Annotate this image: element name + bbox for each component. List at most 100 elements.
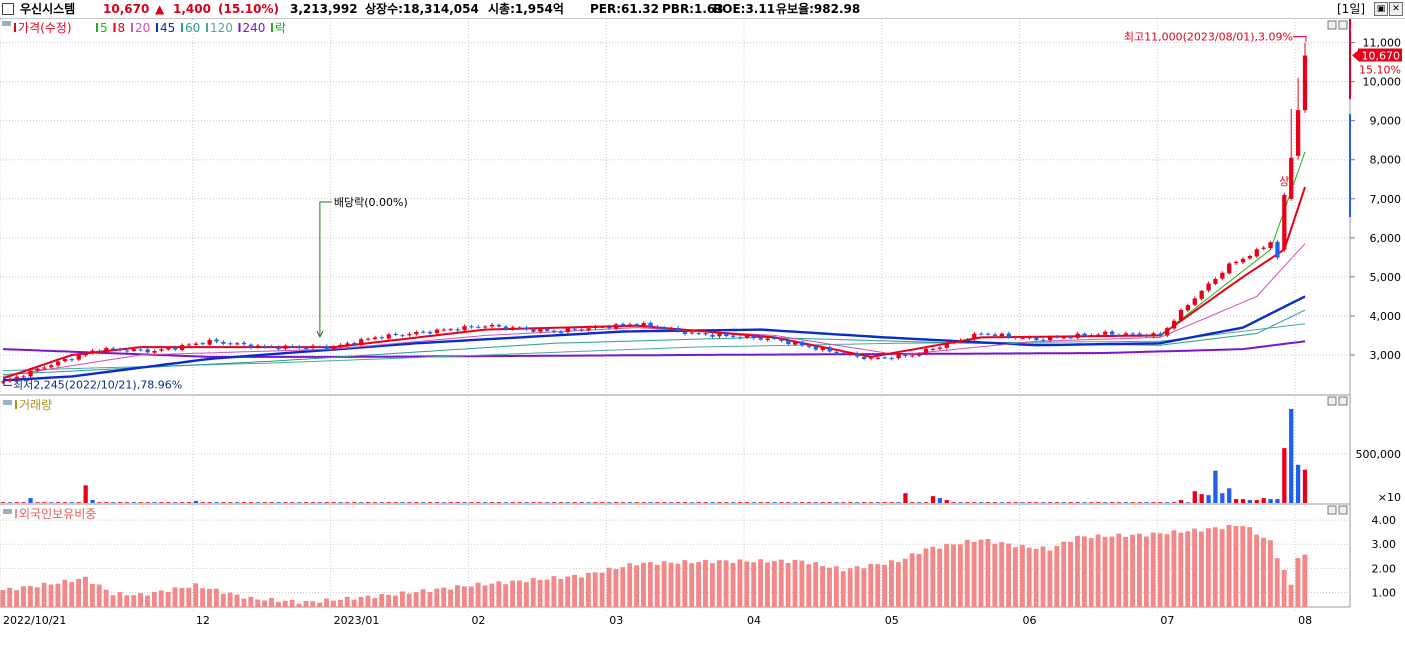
price-candle bbox=[76, 355, 81, 360]
volume-bar bbox=[613, 502, 619, 503]
stock-name[interactable]: 우신시스템 bbox=[20, 2, 76, 16]
moving-average-lines bbox=[2, 151, 1306, 382]
foreign-ownership-bar bbox=[641, 562, 646, 607]
foreign-ownership-bar bbox=[262, 600, 268, 607]
volume-bar bbox=[607, 502, 612, 503]
price-y-tick-label: 6,000 bbox=[1370, 232, 1402, 245]
volume-bar bbox=[565, 502, 571, 503]
foreign-ownership-bar bbox=[337, 599, 343, 607]
select-checkbox[interactable] bbox=[2, 3, 14, 15]
x-tick-label: 06 bbox=[1023, 614, 1037, 627]
price-candle bbox=[1254, 249, 1259, 257]
volume-bar bbox=[1165, 502, 1170, 503]
foreign-ownership-bar bbox=[1281, 569, 1287, 607]
foreign-ownership-bar bbox=[1219, 529, 1225, 607]
close-window-button[interactable]: ✕ bbox=[1389, 2, 1403, 16]
price-candle bbox=[1199, 290, 1204, 299]
foreign-ownership-bar bbox=[62, 579, 68, 607]
volume-bar bbox=[228, 502, 233, 503]
volume-bar bbox=[7, 502, 13, 503]
foreign-ownership-bar bbox=[220, 593, 226, 607]
price-candle bbox=[489, 324, 495, 327]
foreign-ownership-bar bbox=[48, 584, 54, 607]
current-price-label: 10,670 bbox=[1362, 50, 1401, 63]
foreign-ownership-bar bbox=[379, 594, 385, 607]
foreign-ownership-bar bbox=[833, 566, 839, 607]
volume-bar bbox=[979, 502, 984, 503]
price-candle bbox=[228, 343, 233, 345]
volume-legend: 거래량 bbox=[19, 398, 52, 412]
ma45-line bbox=[2, 295, 1306, 382]
price-candle bbox=[83, 353, 88, 356]
ma5-line bbox=[1159, 151, 1306, 336]
price-candle bbox=[820, 347, 825, 351]
price-y-tick-label: 4,000 bbox=[1370, 310, 1402, 323]
foreign-ownership-bar bbox=[1026, 547, 1032, 607]
volume-bar bbox=[937, 498, 943, 503]
legend-entry: 락 bbox=[275, 21, 286, 35]
volume-bar bbox=[1151, 502, 1156, 503]
volume-bar bbox=[896, 502, 901, 503]
panel-close-button bbox=[1338, 20, 1348, 30]
volume-bar bbox=[1289, 408, 1294, 503]
foreign-ownership-bar bbox=[847, 568, 853, 607]
price-candle bbox=[462, 326, 467, 331]
price-candle bbox=[90, 350, 95, 353]
price-candle bbox=[241, 342, 247, 345]
price-candle bbox=[786, 340, 791, 345]
period-selector[interactable]: [1일] bbox=[1337, 2, 1366, 16]
volume-bar bbox=[248, 502, 254, 503]
price-candle bbox=[965, 339, 970, 341]
volume-bar bbox=[496, 502, 502, 503]
foreign-ownership-bar bbox=[1006, 543, 1012, 607]
price-candle bbox=[558, 331, 564, 333]
foreign-ownership-bar bbox=[599, 572, 605, 607]
foreign-ownership-bar bbox=[172, 587, 178, 607]
price-candle bbox=[737, 337, 743, 339]
foreign-ownership-bar bbox=[413, 592, 419, 607]
foreign-ownership-bar bbox=[558, 578, 564, 607]
volume-bar bbox=[751, 502, 757, 503]
foreign-ownership-bar bbox=[89, 583, 95, 607]
price-candle bbox=[779, 338, 784, 341]
price-candle bbox=[1137, 333, 1142, 336]
volume-bar bbox=[124, 502, 130, 503]
foreign-ownership-bar bbox=[110, 595, 116, 607]
volume-bar bbox=[882, 502, 887, 503]
volume-bar bbox=[262, 502, 267, 503]
volume-bar bbox=[352, 502, 357, 503]
volume-bar bbox=[1171, 502, 1177, 503]
foreign-ownership-bar bbox=[1192, 528, 1198, 607]
ma20-line bbox=[2, 243, 1306, 377]
price-candle bbox=[214, 339, 219, 342]
stock-chart[interactable]: 2022/10/21 12 2023/01 02 03 04 05 06 07 0811,0001… bbox=[0, 19, 1405, 648]
foreign-ownership-bar bbox=[386, 594, 392, 607]
volume-bar bbox=[1302, 469, 1308, 503]
price-candle bbox=[97, 350, 102, 352]
volume-bar bbox=[855, 502, 860, 503]
low-price-arrow bbox=[3, 380, 12, 386]
foreign-ownership-bar bbox=[923, 548, 929, 607]
legend-entry: 240 bbox=[243, 21, 266, 35]
foreign-ownership-bar bbox=[448, 589, 454, 607]
volume-bar bbox=[551, 502, 557, 503]
foreign-ownership-bar bbox=[964, 539, 970, 607]
restore-window-button[interactable]: ▣ bbox=[1374, 2, 1388, 16]
price-candle bbox=[1041, 339, 1046, 341]
price-candle bbox=[834, 351, 839, 354]
price-y-tick-label: 5,000 bbox=[1370, 271, 1402, 284]
foreign-ownership-bar bbox=[696, 562, 702, 607]
foreign-ownership-legend: 외국인보유비중 bbox=[19, 507, 96, 521]
foreign-ownership-bar bbox=[1075, 535, 1080, 607]
volume-bar bbox=[338, 502, 343, 503]
volume-bar bbox=[235, 502, 240, 503]
price-candle bbox=[28, 370, 33, 377]
price-candle bbox=[538, 328, 543, 332]
legend-entry: 5 bbox=[100, 21, 108, 35]
volume-bar bbox=[1268, 499, 1273, 503]
volume-bar bbox=[455, 502, 460, 503]
volume-bar bbox=[593, 502, 598, 503]
foreign-ownership-bar bbox=[393, 595, 398, 607]
price-candle bbox=[1061, 337, 1067, 339]
foreign-ownership-bar bbox=[468, 586, 474, 607]
